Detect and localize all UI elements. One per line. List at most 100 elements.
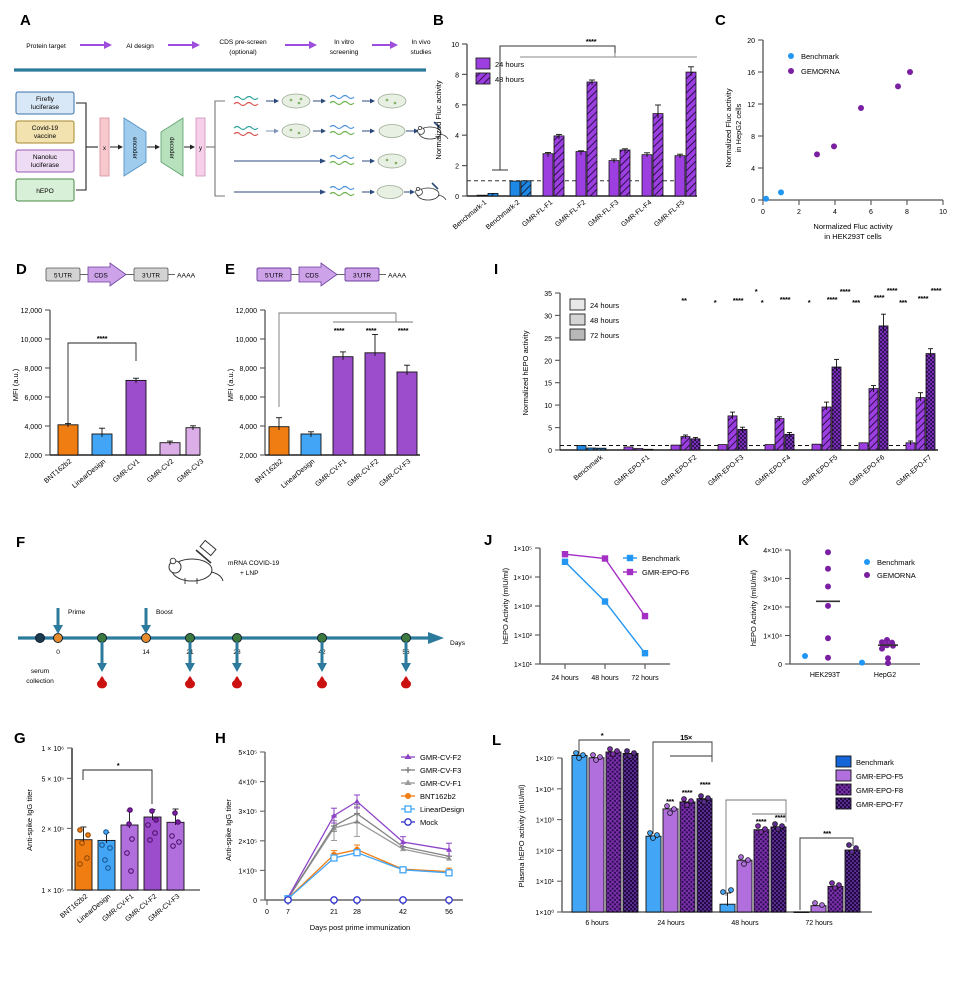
bar-i-f7-72: [925, 353, 936, 451]
flow-step-5-sub: studies: [411, 49, 433, 56]
flow-step-1-label: Protein target: [26, 43, 66, 50]
l-cat-1: 24 hours: [657, 920, 685, 927]
flow-arrow-3-icon: [285, 41, 317, 49]
panel-g-label: G: [14, 730, 26, 747]
i-sig-f4-1: ****: [780, 295, 791, 304]
target-firefly-line2: luciferase: [31, 104, 60, 111]
panel-h-y-ticks: 0 1×10⁵ 2×10⁵ 3×10⁵ 4×10⁵ 5×10⁵: [238, 750, 265, 905]
target-box-nanoluc: Nanoluc luciferase: [15, 149, 75, 173]
panel-f-serum-label-2: collection: [26, 678, 54, 685]
legend-swatch-l-3: [835, 797, 852, 810]
panel-f: F mRNA COVID-19 + LNP Days: [0, 512, 480, 707]
e-cat-3: GMR-CV-F2: [346, 458, 380, 488]
prime-arrow-icon: [53, 608, 63, 634]
legend-marker-j-benchmark: [626, 554, 634, 562]
bar-i-f3-72: [737, 428, 748, 451]
panel-g-significance-label: *: [117, 761, 120, 770]
panel-k-points-hek: [802, 549, 840, 661]
i-sig-f6-2: ****: [887, 286, 898, 295]
panel-b-y-title: Normalized Fluc activity: [434, 80, 443, 159]
panel-i: I 0 5 1: [490, 255, 960, 510]
e-sig-1: ****: [366, 326, 377, 335]
bar-i-f1-48: [633, 448, 644, 451]
bar-g-gmr-cv-f2: [143, 816, 162, 891]
construct-e-polya: AAAA: [388, 273, 407, 280]
l-ytick-1: 1×10¹: [536, 879, 555, 886]
panel-e-y-title: MFI (a.u.): [226, 368, 235, 401]
svg-text:0: 0: [761, 209, 765, 216]
legend-label-h-2: GMR-CV-F1: [420, 779, 461, 788]
e-cat-4: GMR-CV-F3: [378, 458, 412, 488]
panel-c-label: C: [715, 12, 726, 29]
bar-l-6h-f8: [605, 751, 622, 913]
e-ytick-2: 6,000: [239, 395, 257, 402]
i-sig-f7-2: ****: [931, 286, 942, 295]
panel-l-y-ticks: 1×10⁰ 1×10¹ 1×10² 1×10³ 1×10⁴ 1×10⁵: [535, 756, 562, 917]
panel-d-category-labels: BNT162b2 LinearDesign GMR-CV1 GMR-CV2 GM…: [43, 458, 205, 490]
bar-e-lineardesign: [300, 433, 322, 456]
panel-a-label: A: [20, 12, 31, 29]
construct-d-utr3: 3'UTR: [142, 273, 160, 280]
panel-c-legend: Benchmark GEMORNA: [788, 52, 840, 76]
svg-text:10: 10: [939, 209, 947, 216]
cat-label-4: GMR-FL-F3: [587, 199, 620, 228]
bar-l-24h-bench: [645, 835, 662, 913]
legend-swatch-i-24h: [569, 298, 586, 311]
flow-step-3-sub: (optional): [229, 49, 257, 56]
bar-g-gmr-cv-f1: [120, 824, 139, 891]
j-cat-1: 48 hours: [591, 675, 619, 682]
flow-step-2-label: AI design: [126, 43, 154, 50]
model-output-block: [195, 117, 206, 177]
panel-e-bars: [268, 334, 418, 456]
panel-b-significance-label: ****: [586, 37, 597, 46]
legend-label-l-2: GMR-EPO-F8: [856, 786, 903, 795]
panel-h-series-f3: [285, 804, 452, 902]
panel-h-legend: GMR-CV-F2 GMR-CV-F3 GMR-CV-F1 BNT162b2 L…: [401, 753, 464, 827]
panel-f-tick-labels: 0 7 14 21 28 42 56: [56, 649, 410, 656]
bar-e-bnt162b2: [268, 426, 290, 456]
d-cat-1: LinearDesign: [71, 458, 107, 490]
bar-d-bnt162b2: [57, 424, 79, 456]
panel-l-legend: Benchmark GMR-EPO-F5 GMR-EPO-F8 GMR-EPO-…: [835, 755, 903, 810]
i-cat-1: GMR-EPO-F1: [613, 454, 651, 488]
l-anno-1: 15×: [680, 733, 693, 742]
j-ytick-0: 1×10¹: [514, 662, 533, 669]
h-ytick-3: 3×10⁵: [238, 809, 257, 816]
legend-label-l-1: GMR-EPO-F5: [856, 772, 903, 781]
bar-d-lineardesign: [91, 433, 113, 456]
d-ytick-5: 12,000: [21, 308, 43, 315]
legend-label-48h: 48 hours: [495, 75, 524, 84]
panel-d-significance-label: ****: [97, 334, 108, 343]
bar-i-f3-48: [727, 415, 738, 451]
legend-label-24h: 24 hours: [495, 60, 524, 69]
bar-l-48h-f5: [736, 859, 753, 913]
g-ytick-2: 5 × 10⁵: [41, 776, 64, 783]
decoder-block: [160, 117, 184, 177]
panel-l-chart: 1×10⁰ 1×10¹ 1×10² 1×10³ 1×10⁴ 1×10⁵ Plas…: [517, 731, 903, 927]
bar-i-f1-72: [643, 448, 654, 451]
d-cat-4: GMR-CV3: [176, 458, 205, 484]
k-ytick-4: 4×10⁴: [763, 548, 782, 555]
bar-b1-24h: [476, 194, 488, 197]
workflow-row-2: [233, 121, 449, 140]
workflow-row-3: [234, 153, 407, 169]
legend-label-j-benchmark: Benchmark: [642, 554, 680, 563]
panel-j-x-ticks: 24 hours 48 hours 72 hours: [551, 664, 659, 682]
l-anno-0: *: [601, 731, 604, 740]
panel-b: B 0 2 4 6 8 10 Normalized Fluc activity: [425, 0, 705, 255]
construct-d-utr5: 5'UTR: [54, 273, 72, 280]
bar-l-24h-f8: [679, 801, 696, 913]
legend-dot-k-benchmark: [864, 559, 870, 565]
svg-text:6: 6: [869, 209, 873, 216]
l-cat-2: 48 hours: [731, 920, 759, 927]
svg-text:0: 0: [548, 448, 552, 455]
bar-f2-48h: [586, 81, 598, 197]
model-output-label: y: [199, 146, 202, 152]
bar-i-f1-24: [623, 446, 634, 451]
bar-f1-24h: [542, 153, 554, 197]
e-cat-0: BNT162b2: [254, 458, 284, 485]
i-cat-2: GMR-EPO-F2: [660, 454, 698, 488]
bar-i-f5-48: [821, 406, 832, 451]
legend-marker-h-bnt: [405, 793, 411, 799]
bar-i-f2-24: [670, 444, 681, 451]
